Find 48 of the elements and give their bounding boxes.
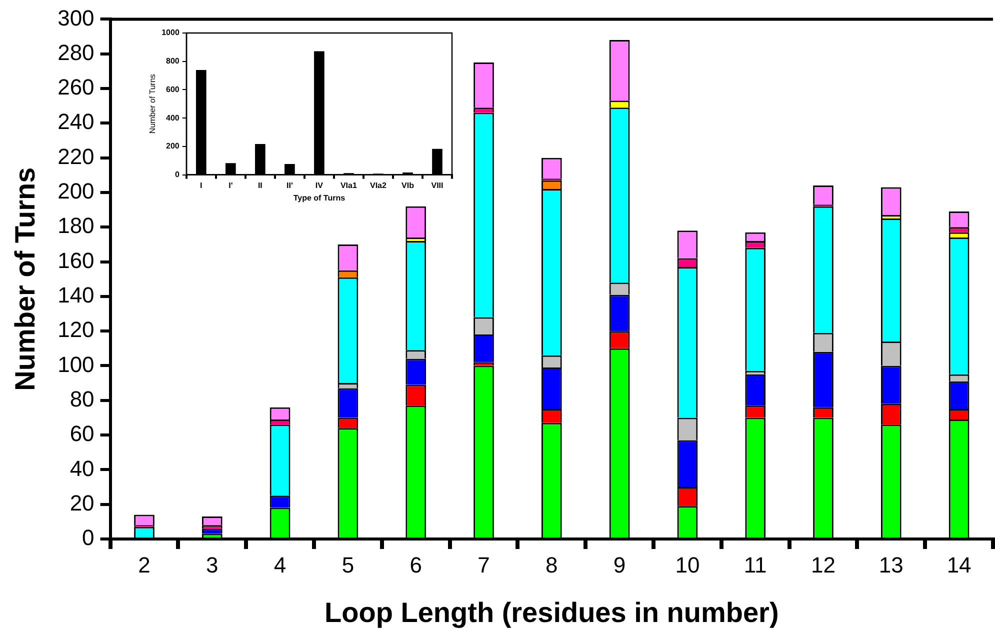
x-tick-label: 5: [342, 552, 354, 578]
y-tick-label: 60: [70, 421, 94, 446]
x-tick-label: 6: [410, 552, 422, 578]
x-tick-label: IV: [315, 180, 324, 190]
y-tick-label: 120: [58, 317, 94, 342]
x-tick-label: 8: [546, 552, 558, 578]
y-tick-label: 20: [70, 490, 94, 516]
x-tick-label: 3: [206, 552, 218, 578]
y-tick-label: 160: [58, 248, 94, 273]
x-tick-label: II: [258, 180, 262, 190]
y-tick-label: 220: [58, 144, 94, 169]
y-tick-label: 400: [166, 113, 180, 122]
x-tick-label: 4: [274, 552, 286, 578]
x-tick-label: 10: [675, 552, 700, 578]
x-tick-label: VIII: [431, 180, 444, 190]
x-tick-label: 7: [478, 552, 490, 578]
x-axis-title: Type of Turns: [293, 193, 346, 202]
x-tick-label: VIb: [402, 180, 414, 190]
y-tick-label: 280: [58, 40, 94, 65]
x-tick-label: 12: [811, 552, 836, 578]
x-tick-label: 13: [878, 552, 904, 578]
x-tick-label: I': [228, 180, 233, 190]
y-tick-label: 600: [166, 84, 180, 94]
x-tick-label: VIa2: [370, 180, 387, 190]
x-tick-label: 9: [613, 552, 626, 578]
x-tick-label: I: [200, 180, 202, 190]
y-tick-label: 200: [58, 178, 94, 204]
y-tick-label: 100: [58, 352, 94, 377]
y-axis-title: Number of Turns: [148, 74, 158, 134]
y-tick-label: 1000: [162, 28, 180, 38]
y-tick-label: 0: [82, 525, 94, 550]
x-axis-title: Loop Length (residues in number): [324, 596, 779, 628]
x-tick-label: 14: [946, 552, 972, 578]
y-tick-label: 260: [58, 74, 94, 100]
y-tick-label: 800: [166, 56, 180, 66]
x-tick-label: 2: [138, 552, 150, 578]
y-tick-label: 300: [58, 5, 94, 30]
x-tick-label: VIa1: [340, 180, 358, 190]
y-tick-label: 240: [58, 109, 94, 134]
y-tick-label: 180: [58, 213, 94, 238]
y-tick-label: 140: [58, 282, 94, 308]
y-tick-label: 0: [174, 170, 180, 180]
y-tick-label: 80: [70, 386, 94, 412]
y-axis-title: Number of Turns: [10, 167, 41, 391]
y-tick-label: 40: [70, 456, 94, 481]
x-tick-label: 11: [744, 552, 767, 578]
x-tick-label: II': [286, 180, 293, 190]
y-tick-label: 200: [166, 142, 180, 151]
